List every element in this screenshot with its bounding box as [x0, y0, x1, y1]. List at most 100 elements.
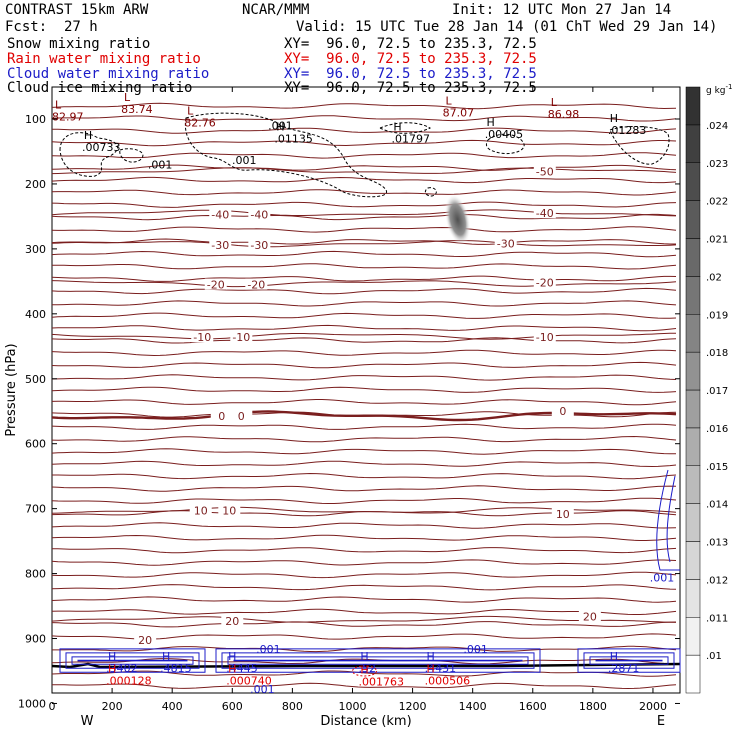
extremum-value: .01135	[274, 133, 313, 146]
isotherm-label: -20	[536, 277, 554, 290]
extremum-value: .3402	[106, 662, 138, 675]
extremum-value: 86.98	[548, 108, 580, 121]
x-tick-label: 1600	[519, 700, 547, 713]
colorbar-label: .017	[706, 386, 728, 397]
isotherm-label-bg	[578, 610, 601, 622]
extremum-value: 87.07	[443, 107, 475, 120]
isotherm-line	[51, 324, 677, 332]
x-tick-label: 800	[282, 700, 303, 713]
cloud-water-label: .001	[463, 643, 488, 656]
isotherm-line	[51, 213, 677, 221]
isotherm-label-bg	[189, 504, 212, 516]
isotherm-label: -40	[211, 208, 229, 221]
isotherm-label-bg	[134, 633, 157, 645]
west-label: W	[81, 714, 94, 729]
colorbar-swatch	[685, 541, 701, 580]
colorbar-swatch	[685, 124, 701, 163]
cloud-water-contour	[656, 469, 680, 571]
extremum-value: .4445	[226, 662, 258, 675]
y-tick-label: 100	[25, 113, 46, 126]
low-marker: L	[551, 96, 558, 109]
x-tick-label: 0	[49, 700, 56, 713]
x-tick-label: 600	[222, 700, 243, 713]
high-marker: H	[610, 650, 618, 663]
forecast-value: 27 h	[64, 19, 98, 35]
isotherm-label-bg	[248, 238, 271, 250]
isotherm-line	[51, 127, 677, 134]
cloud-water-contour	[595, 659, 663, 662]
isotherm-label-bg	[551, 507, 574, 519]
isotherm-line	[52, 682, 677, 690]
high-marker: H	[276, 121, 284, 134]
isotherm-label: 0	[238, 410, 245, 423]
cloud-water-contour	[221, 652, 535, 669]
isotherm-label: 0	[559, 405, 566, 418]
high-marker: H	[84, 129, 92, 142]
y-tick-label: 1000	[18, 697, 46, 710]
x-tick-label: 1400	[459, 700, 487, 713]
y-tick-label: 400	[25, 308, 46, 321]
isotherm-line	[51, 115, 677, 122]
colorbar-label: .023	[706, 159, 728, 170]
isotherm-line	[51, 423, 677, 430]
field-name-cloud-water: Cloud water mixing ratio	[7, 66, 210, 82]
colorbar-label: .019	[706, 310, 728, 321]
isotherm-label-bg	[494, 237, 517, 249]
isotherm-line	[51, 460, 677, 468]
isotherm-line	[52, 472, 677, 480]
isotherm-label: 10	[194, 505, 208, 518]
isotherm-line	[51, 506, 677, 514]
isotherm-line	[51, 497, 677, 504]
isotherm-label: 10	[556, 508, 570, 521]
colorbar-swatch	[685, 427, 701, 466]
isotherm-line	[51, 584, 677, 591]
isotherm-label: 0	[218, 410, 225, 423]
isotherm-line	[51, 287, 677, 295]
low-marker: L	[446, 95, 453, 108]
isotherm-line	[51, 226, 677, 233]
colorbar-label: .011	[706, 613, 728, 624]
extremum-value: .001763	[358, 676, 404, 689]
colorbar-swatch	[685, 465, 701, 504]
isotherm-line	[51, 139, 677, 147]
cloud-ice-label: .001	[148, 158, 173, 171]
y-axis-title: Pressure (hPa)	[4, 343, 19, 436]
high-marker: H	[108, 650, 116, 663]
field-xy-rain: XY= 96.0, 72.5 to 235.3, 72.5	[284, 51, 537, 67]
high-marker: H	[108, 662, 116, 675]
extremum-value: .52	[358, 662, 376, 675]
x-tick-label: 1000	[338, 700, 366, 713]
high-marker: H	[393, 121, 401, 134]
isotherm-line	[51, 337, 677, 344]
low-marker: L	[187, 104, 194, 117]
cloud-ice-contour	[184, 112, 387, 198]
colorbar-label: .018	[706, 348, 728, 359]
x-tick-label: 200	[102, 700, 123, 713]
valid-time: Valid: 15 UTC Tue 28 Jan 14 (01 ChT Wed …	[296, 19, 718, 35]
init-time: Init: 12 UTC Mon 27 Jan 14	[452, 2, 672, 18]
colorbar-swatch	[685, 579, 701, 618]
isotherm-label: -30	[497, 238, 515, 251]
isotherm-label: -30	[211, 239, 229, 252]
isotherm-line	[51, 167, 677, 175]
cloud-ice-contour	[609, 126, 670, 165]
colorbar-label: .015	[706, 462, 728, 473]
isotherm-label-bg	[533, 331, 556, 343]
extremum-value: .000506	[425, 674, 471, 687]
high-marker: H	[426, 650, 434, 663]
isotherm-line	[51, 361, 677, 369]
isotherm-label-bg	[245, 278, 268, 290]
east-label: E	[657, 714, 665, 729]
forecast-label: Fcst:	[5, 19, 48, 35]
isotherm-line	[51, 435, 677, 443]
isotherm-label-bg	[204, 278, 227, 290]
isotherm-label: -10	[193, 331, 211, 344]
high-marker: H	[162, 650, 170, 663]
isotherm-line	[51, 547, 677, 554]
cloud-ice-contour	[485, 133, 525, 155]
cloud-water-contour	[215, 648, 541, 673]
isotherm-line	[51, 102, 677, 110]
extremum-value: 83.74	[121, 103, 153, 116]
extremum-value: .01283	[608, 124, 647, 137]
